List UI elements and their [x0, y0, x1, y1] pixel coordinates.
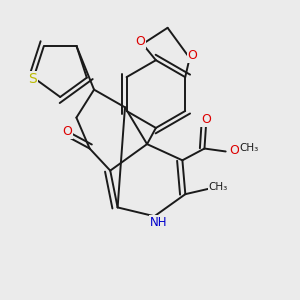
- Text: O: O: [229, 144, 239, 158]
- Text: O: O: [63, 125, 73, 138]
- Text: CH₃: CH₃: [208, 182, 228, 192]
- Text: O: O: [135, 35, 145, 48]
- Text: O: O: [201, 112, 211, 126]
- Text: S: S: [28, 72, 37, 86]
- Text: CH₃: CH₃: [240, 142, 259, 153]
- Text: NH: NH: [150, 216, 168, 229]
- Text: O: O: [188, 49, 197, 62]
